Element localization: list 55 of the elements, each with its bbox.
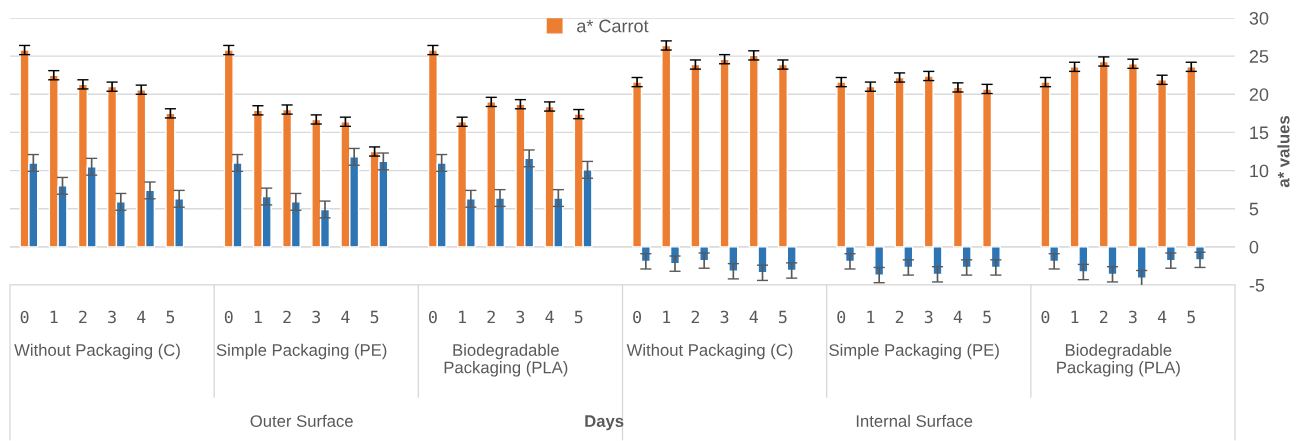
x-tick-label: 5 — [166, 310, 175, 324]
x-tick-label: 2 — [691, 310, 700, 324]
x-tick-label: 5 — [779, 310, 787, 324]
y-tick-label: 0 — [1249, 240, 1259, 254]
x-tick-label: 3 — [108, 310, 116, 324]
text: Without Packaging (C) — [626, 343, 793, 360]
y-axis-title: a* values — [1277, 116, 1290, 188]
text: Biodegradable Packaging (PLA) — [444, 343, 568, 377]
x-tick-label: 3 — [720, 310, 729, 324]
x-tick-label: 3 — [1129, 310, 1137, 324]
x-tick-label: 1 — [254, 310, 262, 324]
y-tick-label: -5 — [1249, 279, 1265, 292]
y-tick-label: 5 — [1249, 202, 1259, 216]
x-tick-label: 1 — [1071, 310, 1079, 324]
x-tick-label: 5 — [574, 310, 583, 324]
legend-label: a* Carrot — [577, 19, 649, 33]
x-tick-label: 4 — [1157, 310, 1167, 324]
x-tick-label: 1 — [50, 310, 58, 324]
x-tick-label: 3 — [924, 310, 933, 324]
y-tick-label: 20 — [1249, 88, 1269, 102]
x-tick-label: 1 — [867, 310, 875, 324]
x-tick-label: 0 — [224, 310, 233, 324]
x-tick-label: 2 — [1099, 310, 1108, 324]
x-tick-label: 4 — [137, 310, 146, 324]
y-tick-label: 25 — [1249, 50, 1269, 63]
x-tick-label: 4 — [341, 310, 350, 324]
x-tick-label: 2 — [487, 310, 495, 324]
y-tick-label: 30 — [1249, 11, 1269, 25]
x-tick-label: 4 — [749, 310, 758, 324]
text: Outer Surface — [250, 414, 353, 427]
x-tick-label: 0 — [837, 310, 846, 324]
x-tick-label: 5 — [1187, 310, 1195, 324]
y-tick-label: 15 — [1250, 126, 1269, 140]
text: Biodegradable Packaging (PLA) — [1057, 343, 1180, 377]
text: Simple Packaging (PE) — [216, 343, 387, 360]
x-tick-label: 3 — [516, 310, 525, 324]
x-tick-label: 2 — [79, 310, 87, 324]
x-tick-label: 5 — [983, 310, 991, 324]
x-tick-label: 0 — [20, 310, 29, 324]
x-tick-label: 4 — [953, 310, 963, 324]
x-tick-label: 0 — [428, 310, 437, 324]
x-tick-label: 0 — [633, 310, 642, 324]
text: Without Packaging (C) — [14, 343, 180, 360]
x-tick-label: 2 — [895, 310, 904, 324]
text: Internal Surface — [856, 414, 973, 427]
y-tick-label: 10 — [1250, 164, 1269, 178]
x-tick-label: 3 — [312, 310, 321, 324]
x-tick-label: 1 — [663, 310, 671, 324]
x-tick-label: 1 — [459, 310, 466, 324]
x-tick-label: 2 — [283, 310, 291, 324]
text: Simple Packaging (PE) — [829, 343, 999, 360]
x-tick-label: 4 — [545, 310, 554, 324]
x-tick-label: 0 — [1041, 310, 1050, 324]
text: Days — [585, 415, 624, 431]
x-tick-label: 5 — [370, 310, 379, 324]
